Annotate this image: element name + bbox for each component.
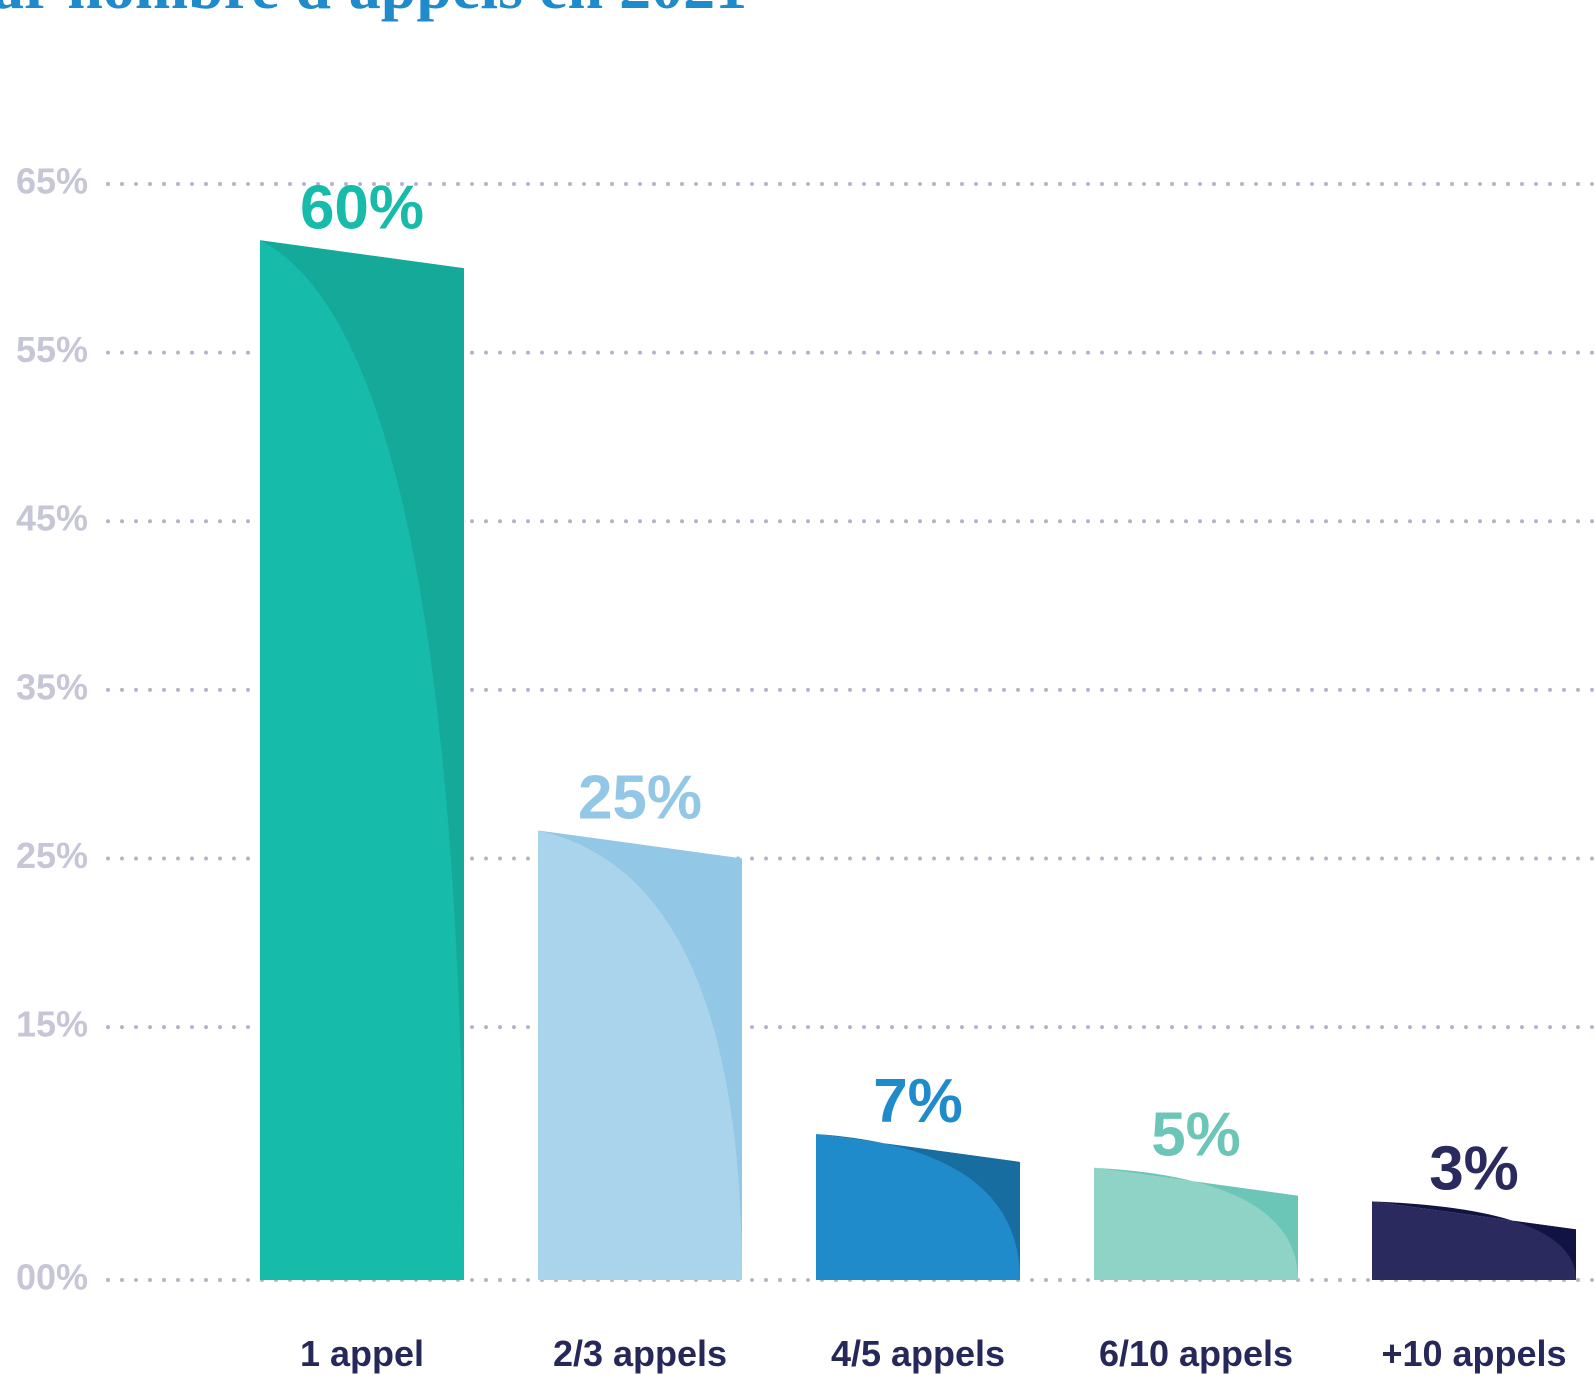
y-tick-label: 25% (16, 835, 88, 876)
bar (1372, 1201, 1576, 1280)
bar-shade (816, 1133, 1020, 1280)
bar-shade (1094, 1167, 1298, 1280)
y-tick-label: 45% (16, 498, 88, 539)
value-label: 3% (1429, 1134, 1519, 1203)
y-tick-label: 35% (16, 666, 88, 707)
bar-shade (260, 240, 464, 1280)
y-tick-label: 65% (16, 161, 88, 202)
x-tick-label: 6/10 appels (1099, 1333, 1293, 1374)
x-tick-label: 1 appel (300, 1333, 424, 1374)
x-tick-label: 4/5 appels (831, 1333, 1005, 1374)
bar-shade (538, 830, 742, 1280)
bar (816, 1133, 1020, 1280)
y-tick-label: 15% (16, 1004, 88, 1045)
value-label: 7% (873, 1067, 963, 1136)
bar (1094, 1167, 1298, 1280)
y-tick-label: 00% (16, 1257, 88, 1298)
value-label: 5% (1151, 1101, 1241, 1170)
value-label: 60% (300, 173, 424, 242)
value-label: 25% (578, 763, 702, 832)
x-tick-label: +10 appels (1381, 1333, 1566, 1374)
chart-title: ar nombre d'appels en 2021 (0, 0, 747, 22)
y-tick-label: 55% (16, 329, 88, 370)
x-tick-label: 2/3 appels (553, 1333, 727, 1374)
